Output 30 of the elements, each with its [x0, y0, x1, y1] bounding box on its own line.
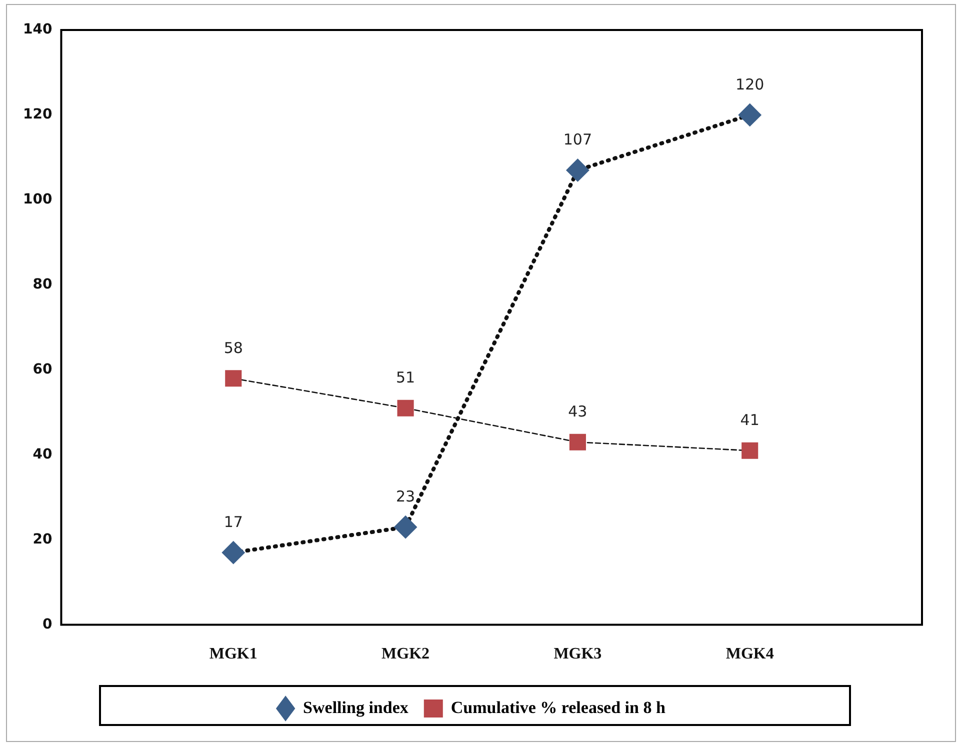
y-tick-label: 0 — [42, 616, 52, 632]
x-tick-label: MGK1 — [209, 646, 258, 663]
point — [569, 434, 586, 450]
x-tick-label: MGK3 — [554, 646, 602, 663]
data-label: 17 — [224, 512, 243, 531]
y-tick-label: 60 — [32, 362, 52, 378]
point — [566, 158, 590, 182]
y-tick-label: 20 — [32, 531, 52, 548]
point — [742, 442, 758, 459]
data-label: 58 — [224, 338, 243, 357]
y-tick-label: 120 — [22, 106, 52, 123]
x-tick-label: MGK4 — [726, 646, 774, 663]
point — [738, 103, 762, 126]
legend-label: Cumulative % released in 8 h — [450, 698, 666, 717]
y-tick-label: 100 — [22, 192, 52, 208]
legend-label: Swelling index — [303, 698, 409, 717]
y-tick-label: 80 — [32, 276, 52, 293]
x-tick-label: MGK2 — [382, 646, 430, 663]
point — [394, 516, 418, 539]
y-tick-label: 40 — [32, 446, 52, 462]
data-label: 120 — [736, 75, 764, 94]
point — [225, 370, 242, 387]
point — [397, 400, 414, 416]
data-label: 51 — [396, 368, 416, 387]
point — [222, 541, 245, 564]
data-label: 41 — [740, 411, 760, 429]
data-label: 43 — [568, 402, 588, 420]
y-tick-label: 140 — [22, 22, 52, 38]
data-label: 23 — [396, 487, 416, 506]
data-label: 107 — [563, 130, 592, 149]
